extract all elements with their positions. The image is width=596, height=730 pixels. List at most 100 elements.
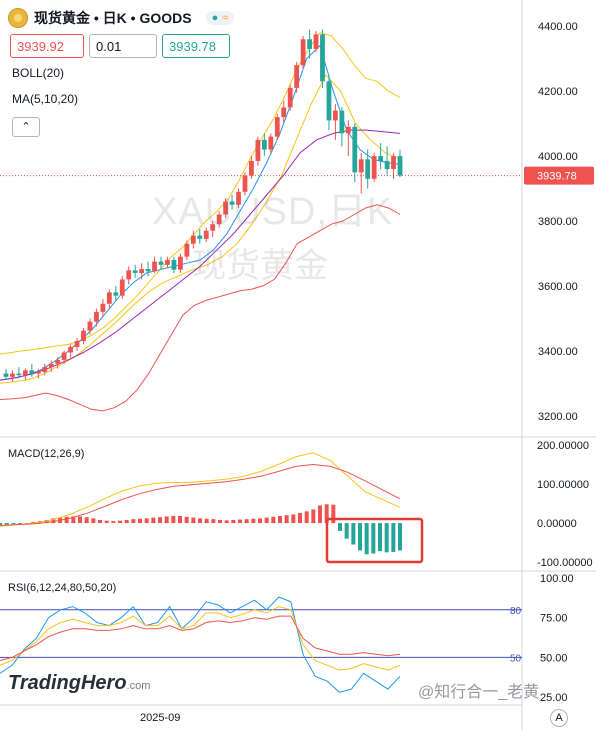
current-price-label: 3939.78 [537,171,577,183]
macd-histogram-bar [338,523,342,531]
boll-lower-line [0,204,401,412]
watermark-name: 现货黄金 [192,247,328,285]
macd-histogram-bar [78,516,82,524]
candle-body [268,136,274,150]
macd-histogram-bar [264,517,269,524]
candle-body [132,270,138,273]
macd-histogram-bar [231,519,236,524]
macd-histogram-bar [64,516,69,524]
macd-histogram-bar [98,519,102,524]
current-price-tag [524,166,594,185]
candle-body [300,39,306,66]
rsi-tick-label: 50.00 [540,652,568,664]
macd-indicator-label[interactable]: MACD(12,26,9) [8,448,85,460]
macd-histogram-bar [244,519,249,524]
candle-body [22,370,28,376]
rsi6-line [0,596,401,693]
macd-histogram-bar [218,519,222,524]
candle-body [326,81,332,121]
macd-histogram-bar [131,519,136,524]
candle-body [106,292,112,304]
candle-body [371,156,377,179]
macd-histogram-bar [351,523,356,545]
candle-body [197,235,203,239]
brand-logo: TradingHero.com [8,672,151,694]
macd-tick-label: 100.00000 [537,479,589,491]
rsi-indicator-label[interactable]: RSI(6,12,24,80,50,20) [8,582,117,594]
price-tick-label: 3600.00 [538,281,578,293]
macd-histogram-bar [51,518,56,524]
candle-body [42,367,48,372]
candle-body [307,39,312,49]
rsi-level-label: 50 [510,653,522,664]
candle-body [126,270,132,280]
candle-body [236,191,241,205]
macd-histogram-bar [144,518,149,524]
buy-price-button[interactable]: 3939.78 [162,34,230,58]
collapse-indicators-button[interactable]: ⌃ [12,117,40,137]
x-axis-date-label: 2025-09 [140,712,181,724]
candle-body [171,259,177,270]
macd-histogram-bar [291,514,296,524]
gold-coin-icon [8,8,28,28]
status-pill[interactable]: ● ≈ [205,11,235,25]
boll-indicator-label[interactable]: BOLL(20) [12,66,65,80]
candle-body [255,139,261,161]
quantity-input[interactable]: 0.01 [89,34,157,58]
ma-indicator-label[interactable]: MA(5,10,20) [12,92,79,106]
macd-histogram-bar [4,523,9,525]
ma20-line [0,129,401,381]
macd-histogram-bar [44,519,49,524]
macd-histogram-bar [284,515,289,524]
macd-dif-line [0,452,401,527]
candle-body [223,201,229,215]
candle-body [378,156,384,161]
candle-body [48,363,54,368]
macd-histogram-bar [311,509,316,524]
macd-histogram-bar [304,511,309,524]
price-tick-label: 4000.00 [538,151,578,163]
macd-histogram-bar [364,523,369,555]
macd-tick-label: -100.00000 [537,557,593,569]
rsi-tick-label: 75.00 [540,613,568,625]
rsi-level-label: 80 [510,606,522,617]
trade-controls: 3939.92 0.01 3939.78 [10,34,230,58]
candle-body [281,107,287,118]
symbol-title[interactable]: 现货黄金 • 日K • GOODS [34,10,192,26]
rsi-tick-label: 100.00 [540,573,574,585]
macd-histogram-bar [111,521,116,524]
candle-body [158,261,164,265]
auto-scale-button[interactable]: A [550,709,568,727]
candle-body [242,175,248,192]
macd-histogram-bar [178,516,182,524]
candle-body [313,34,319,49]
watermark-symbol: XAUUSD,日K [152,191,394,233]
ma5-line [0,44,401,381]
macd-histogram-bar [84,517,89,524]
macd-histogram-bar [224,520,229,524]
sell-price-button[interactable]: 3939.92 [10,34,84,58]
macd-histogram-bar [278,516,282,524]
chevron-up-icon: ⌃ [21,121,31,133]
rsi12-line [0,606,401,671]
candle-body [3,373,9,377]
macd-histogram-bar [271,516,276,524]
candle-body [203,230,209,239]
price-tick-label: 3400.00 [538,346,578,358]
boll-upper-line [0,32,401,355]
price-tick-label: 4200.00 [538,86,578,98]
macd-histogram-bar [11,523,16,525]
candle-body [61,352,67,360]
candle-body [339,110,345,134]
candle-body [100,303,106,312]
candle-body [145,269,151,272]
macd-histogram-bar [211,519,216,524]
candle-body [152,261,157,272]
wave-icon: ≈ [222,12,229,24]
price-tick-label: 4400.00 [538,21,578,33]
macd-histogram-bar [191,517,196,524]
candle-body [55,359,61,364]
candle-body [216,214,222,225]
macd-histogram-bar [378,523,382,552]
